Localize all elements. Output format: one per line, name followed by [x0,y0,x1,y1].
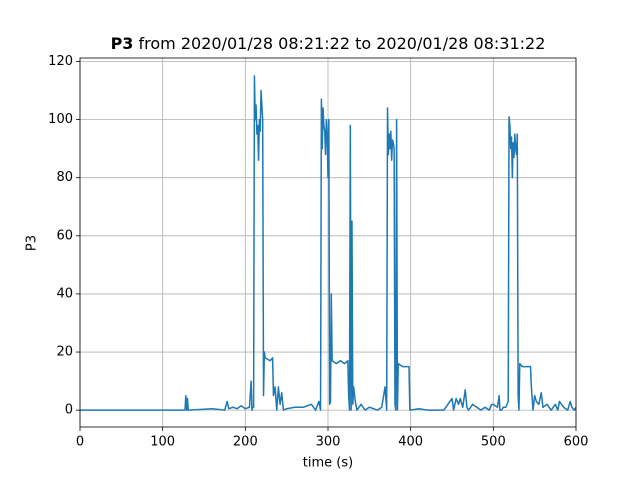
chart-title: P3 from 2020/01/28 08:21:22 to 2020/01/2… [111,34,546,53]
y-tick-label: 40 [56,286,73,301]
y-tick-label: 20 [56,345,73,360]
x-tick-label: 100 [150,435,175,450]
x-tick-label: 300 [316,435,341,450]
x-tick-label: 600 [564,435,589,450]
x-tick-label: 0 [76,435,84,450]
plot-frame [79,57,577,428]
y-tick-label: 60 [56,228,73,243]
x-axis-label: time (s) [303,456,353,471]
x-tick-label: 500 [481,435,506,450]
title-bold: P3 [111,34,134,53]
x-tick-label: 400 [398,435,423,450]
y-tick-label: 0 [65,403,73,418]
y-tick-label: 120 [48,54,73,69]
y-tick-label: 80 [56,170,73,185]
y-tick-label: 100 [48,112,73,127]
title-text: from 2020/01/28 08:21:22 to 2020/01/28 0… [139,34,546,53]
y-axis-label: P3 [25,235,40,251]
x-tick-label: 200 [233,435,258,450]
data-line [80,75,577,411]
